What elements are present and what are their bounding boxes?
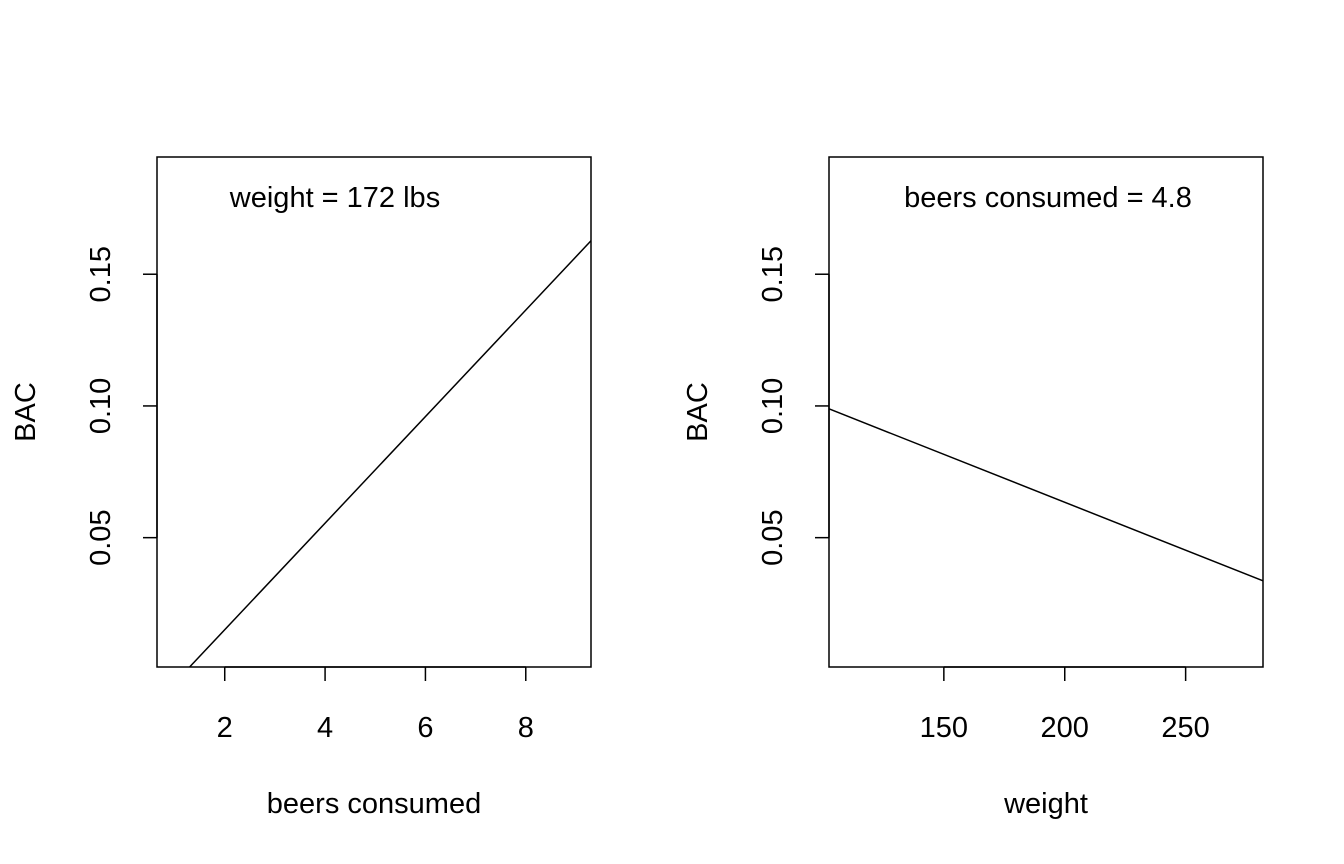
x-tick-label: 4 [317, 712, 333, 744]
y-tick-label: 0.05 [757, 509, 789, 565]
x-axis-label: beers consumed [267, 788, 481, 820]
plot-frame [828, 156, 1264, 668]
annotation-weight: weight = 172 lbs [229, 182, 440, 214]
x-tick-label: 200 [1041, 712, 1089, 744]
y-axis-label: BAC [10, 382, 42, 442]
y-tick-label: 0.15 [85, 246, 117, 302]
series-line [189, 240, 592, 668]
plot-frame [156, 156, 592, 668]
panel-weight: beers consumed = 4.8 weight BAC 150 200 25… [682, 156, 1264, 820]
y-tick-label: 0.15 [757, 246, 789, 302]
x-tick-label: 150 [920, 712, 968, 744]
x-tick-label: 250 [1161, 712, 1209, 744]
x-axis-label: weight [1003, 788, 1088, 820]
panel-beers-consumed: weight = 172 lbs beers consumed BAC 2 4 6 8… [10, 156, 592, 820]
y-tick-label: 0.10 [757, 378, 789, 434]
x-tick-label: 8 [518, 712, 534, 744]
x-tick-label: 6 [417, 712, 433, 744]
y-tick-label: 0.10 [85, 378, 117, 434]
annotation-beers-consumed: beers consumed = 4.8 [904, 182, 1192, 214]
y-axis-label: BAC [682, 382, 714, 442]
x-tick-label: 2 [217, 712, 233, 744]
series-line [828, 408, 1264, 582]
y-tick-label: 0.05 [85, 509, 117, 565]
